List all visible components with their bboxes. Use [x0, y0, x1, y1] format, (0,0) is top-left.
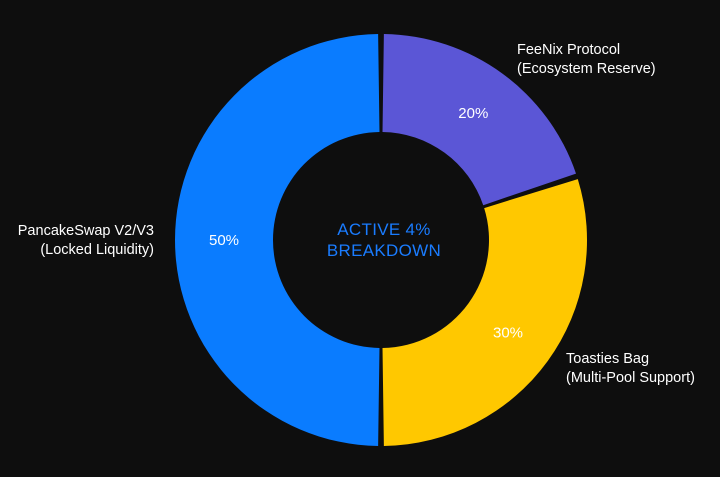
- label-toasties-line-2: (Multi-Pool Support): [566, 370, 695, 386]
- value-label-toasties: 30%: [493, 324, 523, 341]
- value-label-feenix: 20%: [458, 105, 488, 122]
- label-feenix: FeeNix Protocol (Ecosystem Reserve): [517, 41, 656, 79]
- label-toasties-line-1: Toasties Bag: [566, 351, 650, 367]
- label-pancakeswap-line-2: (Locked Liquidity): [40, 242, 154, 258]
- label-pancakeswap-line-1: PancakeSwap V2/V3: [17, 223, 154, 239]
- slice-pancakeswap: [174, 34, 380, 446]
- center-title-line-2: BREAKDOWN: [327, 241, 441, 260]
- value-label-pancakeswap: 50%: [209, 232, 239, 249]
- slice-toasties: [382, 179, 587, 446]
- label-toasties: Toasties Bag (Multi-Pool Support): [566, 350, 695, 388]
- slice-feenix: [382, 34, 577, 206]
- center-title-line-1: ACTIVE 4%: [337, 220, 430, 239]
- donut-slices: [174, 34, 587, 446]
- label-feenix-line-1: FeeNix Protocol: [517, 42, 621, 58]
- label-pancakeswap: PancakeSwap V2/V3 (Locked Liquidity): [18, 222, 154, 260]
- label-feenix-line-2: (Ecosystem Reserve): [517, 61, 656, 77]
- slice-value-labels: 20% 30% 50%: [209, 105, 523, 341]
